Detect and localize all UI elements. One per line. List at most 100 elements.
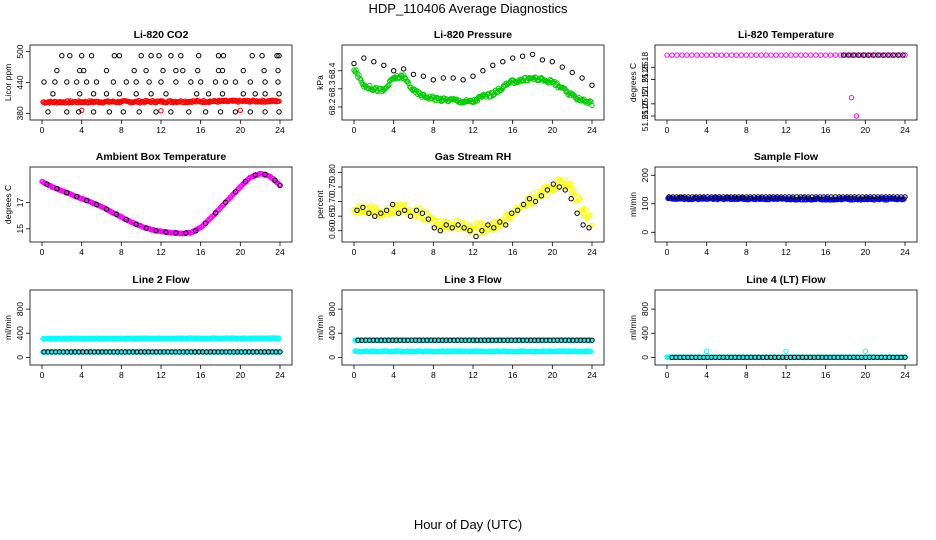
x-tick-label: 8 bbox=[431, 125, 436, 135]
y-tick-label: 0.70 bbox=[327, 193, 337, 210]
data-point bbox=[747, 194, 753, 200]
data-point bbox=[371, 59, 377, 65]
data-point bbox=[577, 337, 584, 343]
x-tick-label: 16 bbox=[196, 125, 206, 135]
x-tick-label: 20 bbox=[236, 247, 246, 257]
data-point bbox=[851, 354, 857, 360]
data-point bbox=[803, 52, 809, 58]
series-line-4-avg bbox=[669, 354, 908, 360]
data-point bbox=[262, 171, 268, 178]
series-red-outliers bbox=[79, 107, 244, 114]
data-point bbox=[215, 53, 222, 59]
data-point bbox=[220, 53, 227, 59]
x-axis: 0 4 8 12 16 20 24 bbox=[665, 120, 910, 135]
data-point bbox=[261, 67, 267, 74]
data-point bbox=[832, 194, 839, 200]
data-point bbox=[768, 52, 774, 58]
panel-title: Li-820 Pressure bbox=[434, 29, 512, 41]
data-point bbox=[862, 348, 868, 354]
y-axis-label: ml/min bbox=[3, 315, 13, 340]
data-point bbox=[156, 53, 162, 59]
data-point bbox=[143, 225, 149, 231]
data-point bbox=[361, 55, 367, 61]
x-tick-label: 16 bbox=[508, 125, 518, 135]
x-tick-label: 24 bbox=[900, 370, 910, 380]
data-point bbox=[192, 349, 198, 355]
data-point bbox=[219, 349, 225, 355]
x-tick-label: 0 bbox=[40, 370, 45, 380]
data-point bbox=[50, 91, 56, 97]
series-line-2-avg bbox=[41, 349, 283, 355]
data-point bbox=[222, 199, 229, 206]
data-point bbox=[76, 349, 82, 355]
data-point bbox=[778, 52, 784, 58]
data-point bbox=[157, 98, 164, 104]
data-point bbox=[439, 337, 446, 343]
data-point bbox=[449, 225, 455, 231]
data-point bbox=[375, 209, 381, 215]
data-point bbox=[173, 230, 179, 236]
y-tick-label: 0 bbox=[640, 230, 650, 235]
x-tick-label: 12 bbox=[468, 370, 478, 380]
x-tick-label: 16 bbox=[821, 247, 831, 257]
data-point bbox=[509, 210, 515, 216]
y-tick-label: 51.2518 bbox=[640, 52, 650, 83]
series-line-3-secondary bbox=[352, 337, 594, 343]
data-point bbox=[458, 337, 465, 343]
plot-frame bbox=[654, 166, 918, 243]
data-point bbox=[436, 217, 443, 224]
data-point bbox=[180, 349, 187, 355]
data-point bbox=[425, 210, 431, 217]
x-tick-label: 24 bbox=[900, 125, 910, 135]
data-point bbox=[855, 194, 862, 200]
y-tick-label: 0 bbox=[640, 355, 650, 360]
data-point bbox=[407, 213, 414, 219]
x-axis: 0 4 8 12 16 20 24 bbox=[40, 242, 285, 257]
x-tick-label: 20 bbox=[548, 370, 558, 380]
y-axis-label: percent bbox=[315, 190, 325, 219]
data-point bbox=[793, 52, 799, 58]
data-point bbox=[875, 52, 881, 58]
data-point bbox=[728, 52, 735, 58]
data-point bbox=[385, 83, 391, 89]
x-tick-label: 0 bbox=[40, 247, 45, 257]
data-point bbox=[712, 194, 719, 200]
data-point bbox=[832, 52, 839, 58]
data-point bbox=[90, 109, 97, 115]
data-point bbox=[419, 210, 426, 216]
data-point bbox=[428, 337, 434, 343]
data-point bbox=[130, 349, 136, 355]
data-point bbox=[276, 335, 282, 342]
data-point bbox=[855, 52, 862, 58]
data-point bbox=[54, 186, 60, 192]
data-point bbox=[188, 79, 194, 85]
y-axis-label: Licor ppm bbox=[3, 64, 13, 101]
data-point bbox=[840, 52, 847, 58]
data-point bbox=[397, 337, 403, 343]
data-point bbox=[543, 193, 549, 199]
data-point bbox=[410, 71, 417, 78]
data-point bbox=[103, 67, 110, 74]
y-axis-label: degrees C bbox=[3, 185, 13, 224]
y-tick-label: 68.4 bbox=[327, 62, 337, 79]
data-point bbox=[52, 79, 58, 85]
data-point bbox=[558, 337, 564, 343]
data-point bbox=[801, 194, 808, 200]
data-point bbox=[157, 349, 163, 355]
y-tick-label: 0.75 bbox=[327, 178, 337, 195]
data-point bbox=[148, 53, 154, 59]
data-point bbox=[852, 52, 859, 58]
data-point bbox=[490, 62, 496, 69]
x-tick-label: 12 bbox=[468, 125, 478, 135]
x-axis: 0 4 8 12 16 20 24 bbox=[352, 242, 597, 257]
data-point bbox=[887, 52, 893, 58]
data-point bbox=[902, 194, 908, 200]
data-point bbox=[68, 349, 74, 355]
data-point bbox=[501, 337, 507, 343]
data-point bbox=[143, 67, 149, 74]
data-point bbox=[277, 182, 283, 189]
data-point bbox=[252, 91, 258, 97]
data-point bbox=[134, 349, 140, 355]
x-tick-label: 0 bbox=[352, 247, 357, 257]
data-point bbox=[470, 337, 476, 343]
